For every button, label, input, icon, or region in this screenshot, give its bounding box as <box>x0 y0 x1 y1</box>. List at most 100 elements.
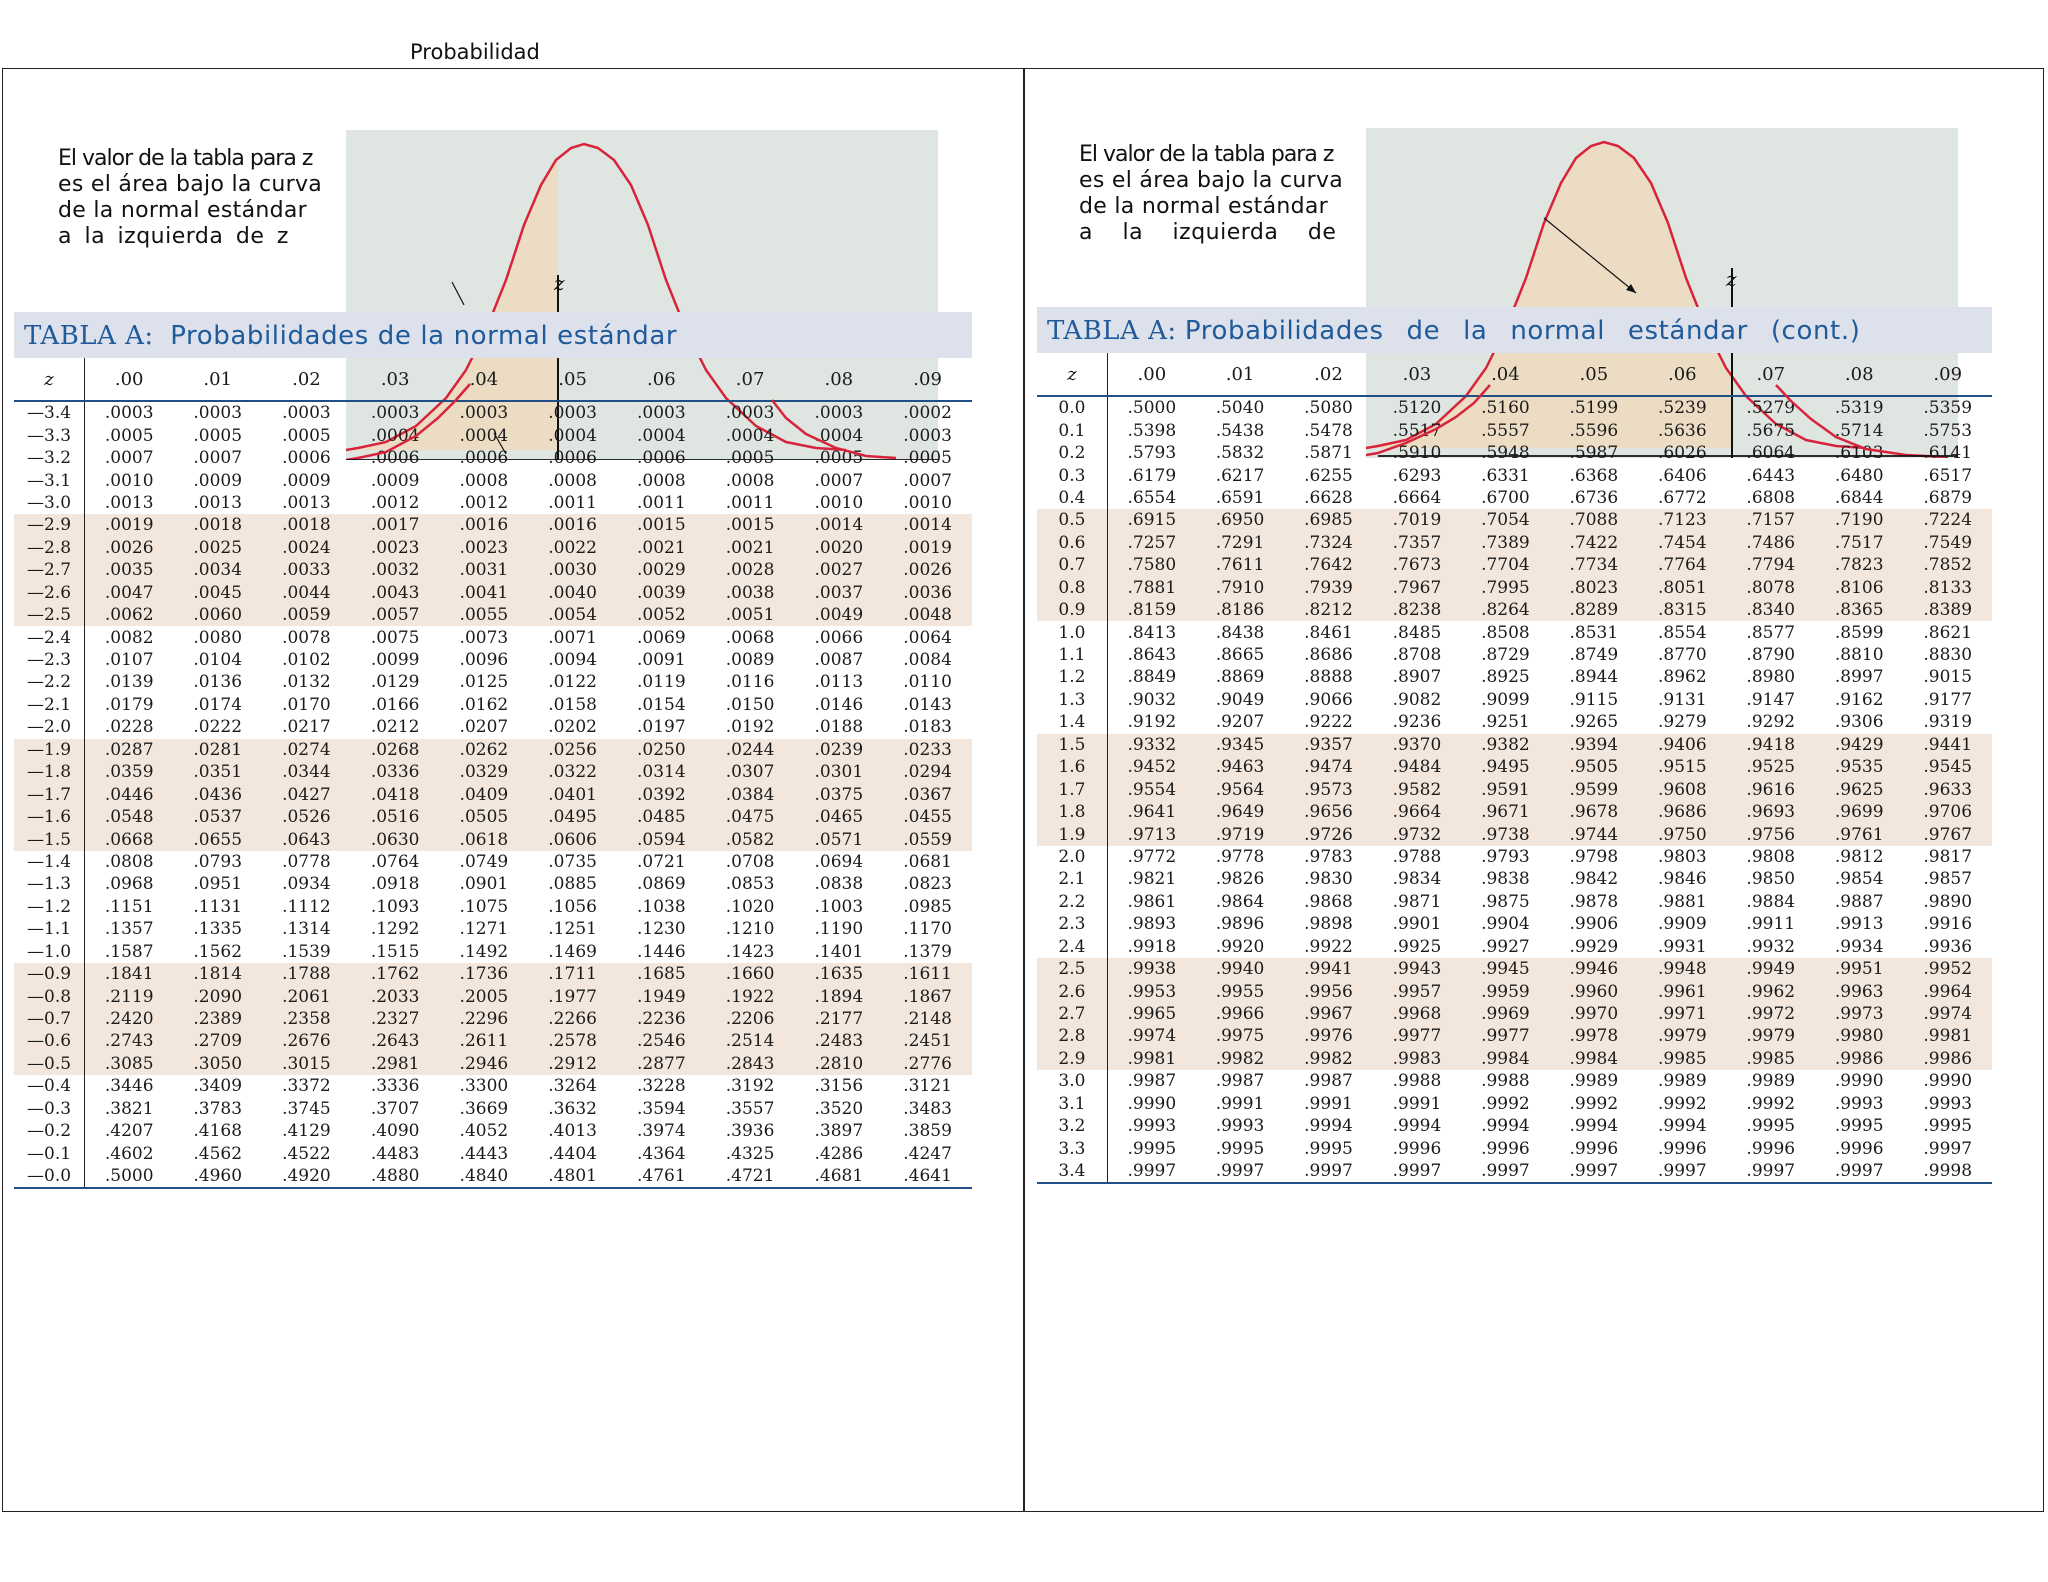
table-row: —2.2 .0139 .0136 .0132 .0129 .0125 .0122 .0119.… <box>14 671 972 694</box>
table-row: 3.2 .9993 .9993 .9994 .9994 .9994 .9994 .9994 .9… <box>1037 1115 1992 1138</box>
probability-cell: .9616 <box>1726 778 1815 801</box>
table-row: 1.2 .8849 .8869 .8888 .8907 .8925 .8944 .8962 .8… <box>1037 666 1992 689</box>
probability-cell: .9972 <box>1726 1002 1815 1026</box>
probability-cell: .5438 <box>1215 420 1265 441</box>
probability-cell: .9997 <box>1834 1161 1884 1182</box>
probability-cell: .9861 <box>1127 891 1177 912</box>
probability-cell: .9868 <box>1304 891 1353 912</box>
table-row: 2.7.9965.9966.9967.9968.9969.9970.9971.9… <box>1037 1002 1992 1026</box>
probability-cell: .9131 <box>1657 689 1707 710</box>
probability-cell: .8485 <box>1392 622 1442 643</box>
probability-cell: .9977 <box>1372 1025 1462 1048</box>
probability-cell: .1151 <box>104 896 154 917</box>
probability-cell: .9744 <box>1549 823 1639 846</box>
probability-cell: .2743 <box>84 1030 174 1053</box>
probability-cell: .4483 <box>370 1143 420 1164</box>
probability-cell: .0060 <box>173 603 263 627</box>
probability-cell: .9838 <box>1481 869 1530 890</box>
probability-cell: .9756 <box>1726 823 1815 846</box>
probability-cell: .9994 <box>1657 1116 1707 1137</box>
probability-cell: .7422 <box>1549 531 1639 555</box>
z-value-cell: —0.9 <box>14 962 86 986</box>
probability-cell: .0475 <box>705 805 795 829</box>
probability-cell: .9997 <box>1392 1161 1442 1182</box>
probability-cell: .8461 <box>1304 622 1353 643</box>
probability-cell: .0073 <box>459 627 509 648</box>
probability-cell: .0268 <box>350 738 440 761</box>
probability-cell: .9940 <box>1195 957 1285 981</box>
probability-cell: .0068 <box>725 627 775 648</box>
probability-cell: .0015 <box>616 514 706 537</box>
table-row: 1.5.9332.9345.9357.9370.9382.9394.9406.9… <box>1037 733 1992 756</box>
probability-cell: .0099 <box>370 650 420 671</box>
probability-cell: .0013 <box>104 492 154 513</box>
probability-cell: .0062 <box>84 603 174 627</box>
probability-cell: .9664 <box>1372 800 1462 824</box>
probability-cell: .9332 <box>1107 733 1196 756</box>
probability-cell: .0096 <box>459 650 509 671</box>
probability-cell: .0005 <box>814 448 864 469</box>
probability-cell: .0026 <box>84 536 174 560</box>
column-header: .05 <box>1549 353 1639 397</box>
probability-cell: .9974 <box>1903 1002 1992 1026</box>
probability-cell: .0418 <box>350 783 440 806</box>
z-value-cell: —1.5 <box>14 828 86 851</box>
probability-cell: .5948 <box>1481 443 1530 464</box>
probability-cell: .9896 <box>1215 914 1265 935</box>
probability-cell: .3336 <box>370 1076 420 1097</box>
probability-cell: .6517 <box>1923 465 1973 486</box>
probability-cell: .7642 <box>1284 554 1373 577</box>
probability-cell: .5517 <box>1392 420 1442 441</box>
probability-cell: .9783 <box>1304 846 1353 867</box>
probability-cell: .9960 <box>1549 980 1639 1003</box>
probability-cell: .5000 <box>104 1166 154 1187</box>
probability-cell: .9963 <box>1814 980 1904 1003</box>
probability-cell: .1112 <box>282 896 331 917</box>
probability-cell: .9656 <box>1284 800 1373 824</box>
table-panel-positive: El valor de la tabla para z es el área b… <box>1023 68 2023 1512</box>
table-title-bar: TABLA A: Probabilidades de la normal est… <box>14 312 972 358</box>
table-row: —2.7.0035.0034.0033.0032.0031.0030.0029.… <box>14 559 972 582</box>
probability-cell: .9922 <box>1304 936 1353 957</box>
probability-cell: .0721 <box>637 851 686 872</box>
z-value-cell: 2.1 <box>1037 868 1108 891</box>
probability-cell: .1711 <box>528 962 617 986</box>
probability-cell: .1170 <box>903 919 952 940</box>
probability-cell: .2776 <box>883 1052 972 1076</box>
probability-cell: .0005 <box>193 425 243 446</box>
probability-cell: .7852 <box>1903 554 1992 577</box>
probability-cell: .1867 <box>883 985 972 1008</box>
probability-cell: .9998 <box>1923 1161 1973 1182</box>
column-header: .04 <box>439 358 529 402</box>
probability-cell: .1922 <box>705 985 795 1008</box>
table-row: —1.0 .1587 .1562 .1539 .1515 .1492 .1469 .1446.… <box>14 940 972 963</box>
probability-cell: .6103 <box>1834 443 1884 464</box>
probability-cell: .9965 <box>1107 1002 1196 1026</box>
probability-cell: .7123 <box>1638 509 1727 532</box>
probability-cell: .2061 <box>262 985 351 1008</box>
column-header: .01 <box>1195 353 1285 397</box>
probability-cell: .2946 <box>439 1052 529 1076</box>
probability-cell: .0102 <box>282 650 331 671</box>
probability-cell: .4404 <box>548 1143 597 1164</box>
table-row: 0.3 .6179 .6217 .6255 .6293 .6331 .6368 .6406 .6… <box>1037 464 1992 487</box>
probability-cell: .0778 <box>282 851 331 872</box>
probability-cell: .9554 <box>1107 778 1196 801</box>
probability-cell: .9881 <box>1657 891 1707 912</box>
probability-cell: .3859 <box>903 1121 952 1142</box>
probability-cell: .7157 <box>1726 509 1815 532</box>
probability-cell: .1949 <box>616 985 706 1008</box>
z-value-cell: —2.4 <box>14 626 86 649</box>
probability-cell: .3264 <box>548 1076 597 1097</box>
caption-line: El valor de la tabla para z <box>58 146 313 171</box>
table-row: —0.6.2743.2709.2676.2643.2611.2578.2546.… <box>14 1030 972 1053</box>
probability-cell: .6879 <box>1923 487 1973 508</box>
probability-cell: .9994 <box>1392 1116 1442 1137</box>
probability-cell: .8106 <box>1814 576 1904 599</box>
probability-cell: .6950 <box>1195 509 1285 532</box>
probability-cell: .0028 <box>705 559 795 582</box>
probability-cell: .6331 <box>1481 465 1530 486</box>
probability-cell: .9082 <box>1392 689 1442 710</box>
z-value-cell: 1.7 <box>1037 778 1108 801</box>
probability-cell: .9927 <box>1481 936 1530 957</box>
